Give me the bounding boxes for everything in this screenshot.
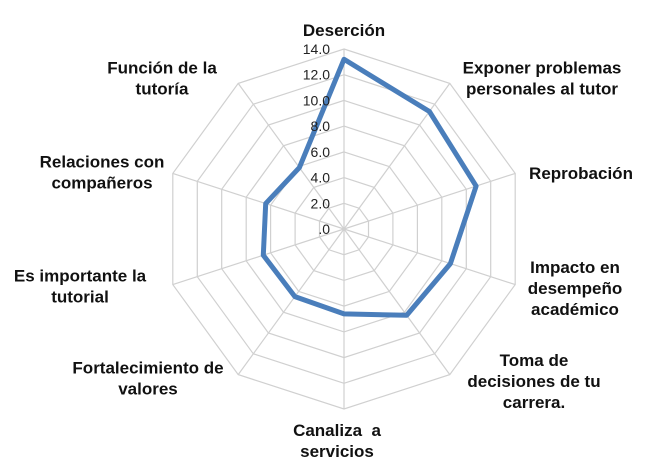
category-label: Canaliza a servicios [293, 421, 381, 461]
category-label-line: Reprobación [529, 164, 633, 183]
category-label-line: Relaciones con [40, 153, 165, 172]
tick-label: 6.0 [311, 144, 331, 160]
category-label-line: académico [531, 300, 619, 319]
axis-spoke [237, 83, 345, 230]
category-label: Reprobación [529, 164, 633, 183]
category-label-line: personales al tutor [466, 80, 618, 99]
axis-spoke [343, 228, 451, 375]
axis-spoke [343, 172, 516, 230]
category-label: Función de la tutoría [107, 59, 217, 99]
category-label-line: desempeño [528, 279, 622, 298]
category-label: Fortalecimiento de valores [72, 359, 223, 399]
tick-label: 12.0 [303, 67, 330, 83]
category-label-line: decisiones de tu [467, 372, 600, 391]
tick-label: 2.0 [311, 195, 331, 211]
category-label: Deserción [303, 21, 385, 40]
axis-spoke [343, 228, 516, 286]
category-label-line: Toma de [500, 351, 569, 370]
category-label-line: Exponer problemas [463, 59, 622, 78]
category-label-line: tutorial [51, 288, 109, 307]
category-label-line: Es importante la [14, 267, 147, 286]
category-label-line: carrera. [503, 393, 565, 412]
category-label: Es importante la tutorial [14, 267, 147, 307]
tick-label: .0 [318, 221, 330, 237]
tick-labels: .0 2.0 4.0 6.0 8.0 10.0 12.0 14.0 [303, 41, 330, 237]
grid-layer [172, 48, 516, 410]
tick-label: 10.0 [303, 92, 330, 108]
category-label-line: Canaliza a [293, 421, 381, 440]
tick-label: 4.0 [311, 170, 331, 186]
category-label-line: compañeros [51, 174, 152, 193]
series-layer [260, 56, 479, 318]
axis-spoke [172, 228, 345, 286]
series-line [260, 56, 479, 318]
category-label-line: valores [118, 380, 178, 399]
axis-spoke [172, 172, 345, 230]
category-label: Relaciones con compañeros [40, 153, 165, 193]
category-label-line: Función de la [107, 59, 217, 78]
category-label-line: servicios [300, 442, 374, 461]
category-label-line: Deserción [303, 21, 385, 40]
category-labels: Deserción Exponer problemas personales al … [14, 21, 633, 461]
category-label-line: tutoría [136, 80, 189, 99]
tick-label: 8.0 [311, 118, 331, 134]
axis-spoke [343, 83, 451, 230]
axis-spoke [237, 228, 345, 375]
category-label: Impacto en desempeño académico [528, 258, 622, 319]
tick-label: 14.0 [303, 41, 330, 57]
category-label-line: Fortalecimiento de [72, 359, 223, 378]
category-label-line: Impacto en [530, 258, 620, 277]
category-label: Toma de decisiones de tu carrera. [467, 351, 600, 412]
category-label: Exponer problemas personales al tutor [463, 59, 622, 99]
